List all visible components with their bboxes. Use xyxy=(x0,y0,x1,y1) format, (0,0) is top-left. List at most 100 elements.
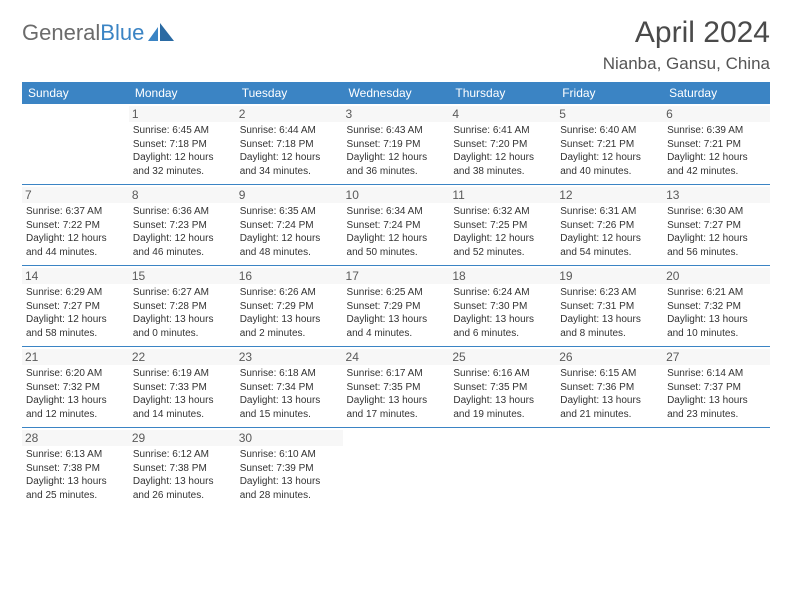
day-number: 29 xyxy=(129,430,236,446)
day-number: 25 xyxy=(449,349,556,365)
sunrise-line: Sunrise: 6:43 AM xyxy=(347,124,446,138)
weekday-header: Wednesday xyxy=(343,82,450,104)
sunrise-line: Sunrise: 6:29 AM xyxy=(26,286,125,300)
calendar-cell: 6 Sunrise: 6:39 AMSunset: 7:21 PMDaylight… xyxy=(663,104,770,185)
daylight-line: Daylight: 13 hours and 14 minutes. xyxy=(133,394,232,421)
daylight-line: Daylight: 13 hours and 28 minutes. xyxy=(240,475,339,502)
daylight-line: Daylight: 13 hours and 25 minutes. xyxy=(26,475,125,502)
day-info: Sunrise: 6:27 AMSunset: 7:28 PMDaylight:… xyxy=(133,286,232,340)
daylight-line: Daylight: 12 hours and 46 minutes. xyxy=(133,232,232,259)
sunrise-line: Sunrise: 6:44 AM xyxy=(240,124,339,138)
sunset-line: Sunset: 7:23 PM xyxy=(133,219,232,233)
sunset-line: Sunset: 7:38 PM xyxy=(133,462,232,476)
day-number: 1 xyxy=(129,106,236,122)
calendar-cell: 13Sunrise: 6:30 AMSunset: 7:27 PMDayligh… xyxy=(663,185,770,266)
daylight-line: Daylight: 12 hours and 36 minutes. xyxy=(347,151,446,178)
calendar-cell: 19Sunrise: 6:23 AMSunset: 7:31 PMDayligh… xyxy=(556,266,663,347)
calendar-week-row: 7Sunrise: 6:37 AMSunset: 7:22 PMDaylight… xyxy=(22,185,770,266)
day-info: Sunrise: 6:25 AMSunset: 7:29 PMDaylight:… xyxy=(347,286,446,340)
calendar-week-row: 21Sunrise: 6:20 AMSunset: 7:32 PMDayligh… xyxy=(22,347,770,428)
day-info: Sunrise: 6:36 AMSunset: 7:23 PMDaylight:… xyxy=(133,205,232,259)
day-info: Sunrise: 6:16 AMSunset: 7:35 PMDaylight:… xyxy=(453,367,552,421)
day-number: 7 xyxy=(22,187,129,203)
day-number: 9 xyxy=(236,187,343,203)
day-number: 20 xyxy=(663,268,770,284)
location: Nianba, Gansu, China xyxy=(603,54,770,74)
daylight-line: Daylight: 12 hours and 44 minutes. xyxy=(26,232,125,259)
daylight-line: Daylight: 13 hours and 4 minutes. xyxy=(347,313,446,340)
weekday-header: Saturday xyxy=(663,82,770,104)
day-number: 15 xyxy=(129,268,236,284)
sunrise-line: Sunrise: 6:17 AM xyxy=(347,367,446,381)
daylight-line: Daylight: 13 hours and 2 minutes. xyxy=(240,313,339,340)
calendar-cell xyxy=(449,428,556,509)
day-number: 10 xyxy=(343,187,450,203)
weekday-header: Thursday xyxy=(449,82,556,104)
sunset-line: Sunset: 7:32 PM xyxy=(26,381,125,395)
calendar-cell: 14Sunrise: 6:29 AMSunset: 7:27 PMDayligh… xyxy=(22,266,129,347)
calendar-week-row: 14Sunrise: 6:29 AMSunset: 7:27 PMDayligh… xyxy=(22,266,770,347)
day-number: 26 xyxy=(556,349,663,365)
sunset-line: Sunset: 7:24 PM xyxy=(240,219,339,233)
calendar-cell: 1 Sunrise: 6:45 AMSunset: 7:18 PMDaylight… xyxy=(129,104,236,185)
day-info: Sunrise: 6:44 AMSunset: 7:18 PMDaylight:… xyxy=(240,124,339,178)
sunrise-line: Sunrise: 6:26 AM xyxy=(240,286,339,300)
calendar-cell: 27Sunrise: 6:14 AMSunset: 7:37 PMDayligh… xyxy=(663,347,770,428)
day-number: 24 xyxy=(343,349,450,365)
calendar-cell: 5Sunrise: 6:40 AMSunset: 7:21 PMDaylight… xyxy=(556,104,663,185)
day-info: Sunrise: 6:10 AMSunset: 7:39 PMDaylight:… xyxy=(240,448,339,502)
daylight-line: Daylight: 12 hours and 48 minutes. xyxy=(240,232,339,259)
logo-text-blue: Blue xyxy=(100,20,144,45)
daylight-line: Daylight: 13 hours and 0 minutes. xyxy=(133,313,232,340)
calendar-cell: 15 Sunrise: 6:27 AMSunset: 7:28 PMDayligh… xyxy=(129,266,236,347)
sunset-line: Sunset: 7:29 PM xyxy=(347,300,446,314)
sunrise-line: Sunrise: 6:39 AM xyxy=(667,124,766,138)
day-number: 18 xyxy=(449,268,556,284)
sunset-line: Sunset: 7:19 PM xyxy=(347,138,446,152)
day-number: 6 xyxy=(663,106,770,122)
sunrise-line: Sunrise: 6:45 AM xyxy=(133,124,232,138)
sunset-line: Sunset: 7:21 PM xyxy=(560,138,659,152)
day-info: Sunrise: 6:15 AMSunset: 7:36 PMDaylight:… xyxy=(560,367,659,421)
calendar-cell: 26 Sunrise: 6:15 AMSunset: 7:36 PMDayligh… xyxy=(556,347,663,428)
day-number: 4 xyxy=(449,106,556,122)
day-number: 30 xyxy=(236,430,343,446)
calendar-week-row: 1Sunrise: 6:45 AMSunset: 7:18 PMDaylight… xyxy=(22,104,770,185)
day-info: Sunrise: 6:18 AMSunset: 7:34 PMDaylight:… xyxy=(240,367,339,421)
weekday-header: Monday xyxy=(129,82,236,104)
sunrise-line: Sunrise: 6:10 AM xyxy=(240,448,339,462)
day-info: Sunrise: 6:20 AMSunset: 7:32 PMDaylight:… xyxy=(26,367,125,421)
day-number: 22 xyxy=(129,349,236,365)
daylight-line: Daylight: 12 hours and 32 minutes. xyxy=(133,151,232,178)
day-number: 8 xyxy=(129,187,236,203)
calendar-table: Sunday Monday Tuesday Wednesday Thursday… xyxy=(22,82,770,508)
day-info: Sunrise: 6:41 AMSunset: 7:20 PMDaylight:… xyxy=(453,124,552,178)
day-info: Sunrise: 6:17 AMSunset: 7:35 PMDaylight:… xyxy=(347,367,446,421)
daylight-line: Daylight: 13 hours and 23 minutes. xyxy=(667,394,766,421)
day-number: 16 xyxy=(236,268,343,284)
day-info: Sunrise: 6:14 AMSunset: 7:37 PMDaylight:… xyxy=(667,367,766,421)
day-info: Sunrise: 6:34 AMSunset: 7:24 PMDaylight:… xyxy=(347,205,446,259)
sunset-line: Sunset: 7:18 PM xyxy=(133,138,232,152)
day-info: Sunrise: 6:39 AMSunset: 7:21 PMDaylight:… xyxy=(667,124,766,178)
sunrise-line: Sunrise: 6:12 AM xyxy=(133,448,232,462)
daylight-line: Daylight: 12 hours and 40 minutes. xyxy=(560,151,659,178)
weekday-header-row: Sunday Monday Tuesday Wednesday Thursday… xyxy=(22,82,770,104)
calendar-cell: 7Sunrise: 6:37 AMSunset: 7:22 PMDaylight… xyxy=(22,185,129,266)
day-info: Sunrise: 6:13 AMSunset: 7:38 PMDaylight:… xyxy=(26,448,125,502)
calendar-cell: 28Sunrise: 6:13 AMSunset: 7:38 PMDayligh… xyxy=(22,428,129,509)
daylight-line: Daylight: 13 hours and 10 minutes. xyxy=(667,313,766,340)
daylight-line: Daylight: 12 hours and 34 minutes. xyxy=(240,151,339,178)
day-info: Sunrise: 6:40 AMSunset: 7:21 PMDaylight:… xyxy=(560,124,659,178)
calendar-cell xyxy=(663,428,770,509)
day-number: 2 xyxy=(236,106,343,122)
logo: GeneralBlue xyxy=(22,16,176,46)
calendar-cell: 25 Sunrise: 6:16 AMSunset: 7:35 PMDayligh… xyxy=(449,347,556,428)
sunset-line: Sunset: 7:32 PM xyxy=(667,300,766,314)
calendar-cell: 11Sunrise: 6:32 AMSunset: 7:25 PMDayligh… xyxy=(449,185,556,266)
calendar-cell: 17Sunrise: 6:25 AMSunset: 7:29 PMDayligh… xyxy=(343,266,450,347)
sunset-line: Sunset: 7:26 PM xyxy=(560,219,659,233)
sunrise-line: Sunrise: 6:31 AM xyxy=(560,205,659,219)
weekday-header: Sunday xyxy=(22,82,129,104)
logo-sails-icon xyxy=(148,21,176,46)
